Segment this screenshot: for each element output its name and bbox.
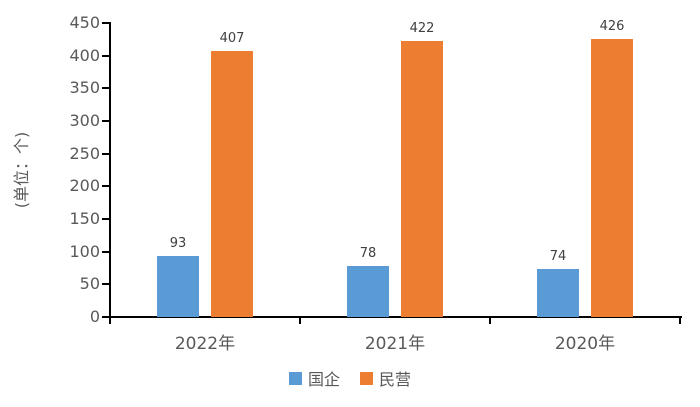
y-tick-label: 350 bbox=[69, 78, 100, 98]
y-tick-label: 300 bbox=[69, 111, 100, 130]
x-tick-mark bbox=[109, 318, 111, 324]
y-tick-mark bbox=[102, 283, 109, 286]
x-tick-mark bbox=[679, 318, 681, 324]
y-tick-mark bbox=[102, 185, 109, 188]
legend-item-民营: 民营 bbox=[360, 366, 411, 390]
bar-value-label: 78 bbox=[359, 246, 377, 262]
y-tick-label: 400 bbox=[69, 45, 100, 65]
bar-value-label: 422 bbox=[409, 21, 435, 37]
y-tick-mark bbox=[102, 316, 109, 318]
legend-label: 国企 bbox=[307, 370, 340, 389]
x-tick-mark bbox=[299, 318, 301, 324]
y-tick-label: 150 bbox=[69, 209, 100, 228]
x-tick-mark bbox=[489, 318, 491, 324]
legend-label: 民营 bbox=[379, 370, 412, 389]
bar-国企-2021年 bbox=[347, 266, 389, 317]
y-tick-mark bbox=[102, 250, 109, 253]
bar-value-label: 74 bbox=[549, 248, 567, 264]
y-tick-label: 100 bbox=[69, 241, 100, 261]
bar-民营-2021年 bbox=[401, 41, 443, 317]
bar-value-label: 426 bbox=[599, 18, 625, 34]
legend-swatch bbox=[288, 371, 302, 385]
bar-value-label: 93 bbox=[169, 236, 187, 252]
x-category-label: 2022年 bbox=[174, 334, 236, 354]
y-tick-mark bbox=[102, 120, 109, 122]
legend-swatch bbox=[360, 371, 373, 385]
x-category-label: 2021年 bbox=[364, 334, 426, 354]
bar-国企-2022年 bbox=[157, 256, 199, 317]
x-axis-line bbox=[109, 316, 682, 318]
x-category-label: 2020年 bbox=[554, 334, 616, 354]
y-tick-label: 0 bbox=[89, 307, 100, 326]
y-axis-title: (单位：个) bbox=[12, 131, 31, 209]
y-tick-label: 50 bbox=[79, 274, 100, 294]
y-tick-mark bbox=[102, 218, 109, 220]
bar-民营-2022年 bbox=[211, 51, 253, 317]
y-tick-label: 450 bbox=[69, 13, 100, 32]
y-tick-mark bbox=[102, 87, 109, 90]
y-axis-line bbox=[109, 22, 111, 318]
y-tick-label: 250 bbox=[69, 143, 100, 163]
y-tick-label: 200 bbox=[69, 176, 100, 196]
bar-value-label: 407 bbox=[219, 31, 245, 47]
y-tick-mark bbox=[102, 152, 109, 155]
bar-民营-2020年 bbox=[591, 38, 633, 317]
legend: 国企 民营 bbox=[0, 366, 700, 390]
bar-国企-2020年 bbox=[537, 268, 579, 317]
y-tick-mark bbox=[102, 22, 109, 24]
legend-item-国企: 国企 bbox=[288, 366, 340, 390]
y-tick-mark bbox=[102, 54, 109, 57]
